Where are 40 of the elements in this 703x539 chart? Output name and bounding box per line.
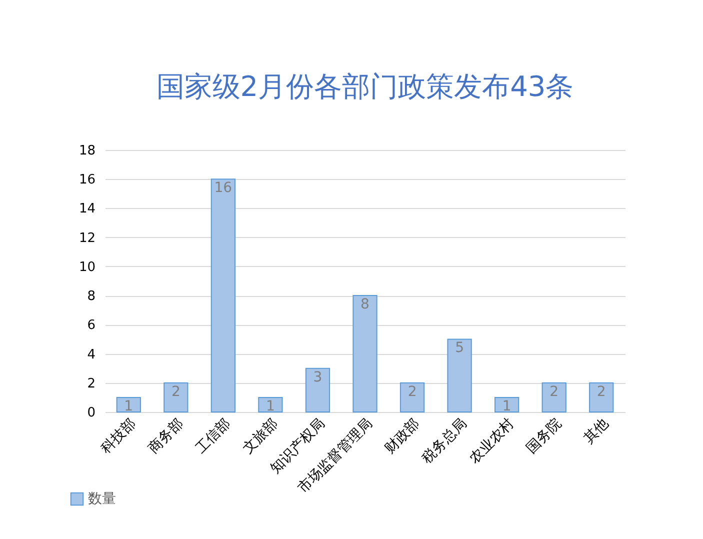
chart-title: 国家级2月份各部门政策发布43条 [156,70,574,103]
bar [116,396,141,412]
y-tick-label: 2 [87,376,96,392]
data-label: 3 [313,369,322,386]
bar [589,382,614,412]
data-label: 16 [214,180,232,196]
data-label: 2 [408,384,417,400]
data-label: 8 [360,296,370,313]
bar [164,382,188,412]
y-tick-label: 0 [87,406,96,420]
x-tick-label: 商务部 [146,416,187,457]
bar [258,396,283,412]
legend-label: 数量 [88,491,116,507]
x-tick-label: 文旅部 [240,416,282,457]
data-label: 5 [455,340,464,356]
bar [400,382,425,412]
data-label: 1 [502,398,512,414]
x-tick-label: 国务院 [524,416,565,457]
x-tick-label: 其他 [580,416,612,447]
bar [542,382,566,412]
data-label: 2 [171,384,180,400]
bar [494,396,520,412]
x-tick-label: 科技部 [98,416,140,457]
data-label: 1 [124,398,134,414]
y-tick-label: 14 [78,202,96,217]
bar [305,368,330,412]
bar [210,178,236,412]
bar [447,338,472,412]
y-tick-label: 12 [78,230,96,246]
y-tick-label: 4 [87,347,96,362]
y-tick-label: 8 [87,289,96,304]
y-tick-label: 16 [78,172,96,188]
x-tick-label: 工信部 [192,416,234,457]
data-label: 1 [266,398,275,414]
data-label: 2 [550,384,559,400]
bar [352,295,378,412]
y-tick-label: 10 [78,260,96,275]
y-tick-label: 18 [78,144,96,158]
y-tick-label: 6 [87,318,96,334]
data-label: 2 [596,384,606,400]
